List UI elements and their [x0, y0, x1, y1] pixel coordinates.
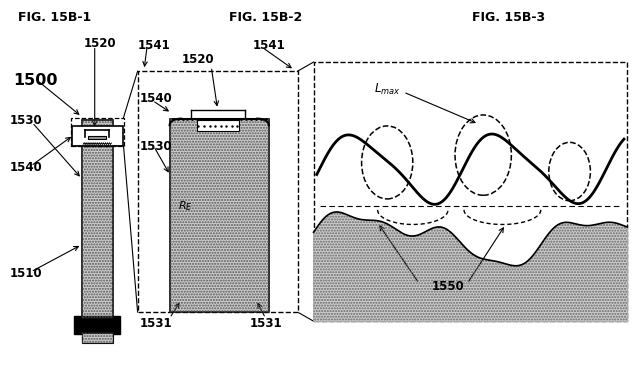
Bar	[88, 136, 106, 139]
Bar	[138, 71, 298, 312]
Bar	[314, 62, 627, 321]
Text: FIG. 15B-1: FIG. 15B-1	[18, 11, 91, 24]
Text: 1520: 1520	[83, 37, 116, 50]
Text: 1531: 1531	[250, 316, 282, 330]
Text: 1540: 1540	[140, 92, 172, 105]
Text: 1530: 1530	[140, 139, 172, 153]
Text: 1510: 1510	[10, 267, 42, 280]
Bar	[82, 333, 113, 343]
Bar	[82, 120, 113, 318]
Bar	[82, 120, 113, 318]
Bar	[72, 126, 123, 146]
Text: 1530: 1530	[10, 114, 42, 127]
Text: FIG. 15B-2: FIG. 15B-2	[229, 11, 302, 24]
Text: 1541: 1541	[138, 39, 170, 52]
Bar	[71, 118, 124, 146]
Bar	[197, 120, 239, 131]
Text: 1541: 1541	[253, 39, 285, 52]
Bar	[74, 316, 120, 334]
Bar	[170, 119, 269, 312]
Text: 1550: 1550	[431, 280, 465, 293]
Text: 1520: 1520	[182, 53, 214, 66]
Text: $L_{max}$: $L_{max}$	[374, 82, 401, 97]
Text: 1531: 1531	[140, 316, 172, 330]
Text: FIG. 15B-3: FIG. 15B-3	[472, 11, 545, 24]
Text: 1500: 1500	[13, 73, 58, 88]
Bar	[170, 119, 269, 312]
Bar	[82, 333, 113, 343]
Text: $R_E$: $R_E$	[179, 199, 193, 212]
Text: 1540: 1540	[10, 161, 42, 174]
